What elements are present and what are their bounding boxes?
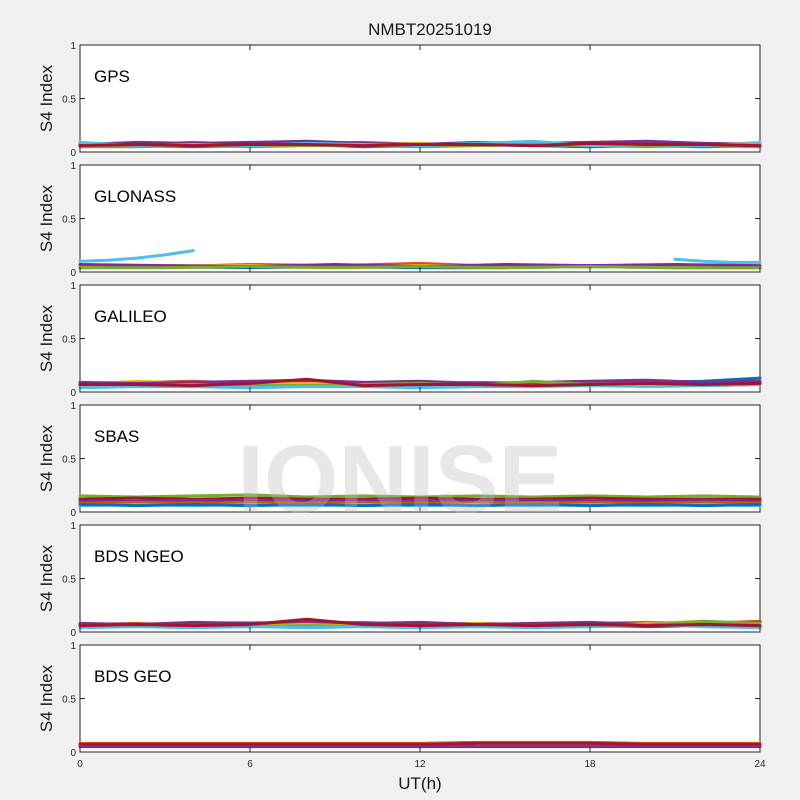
panel-label-bds-geo: BDS GEO	[94, 667, 171, 686]
plot-area-sbas	[79, 404, 761, 513]
panel-sbas: 0 0.5 1 SBAS S4 Index	[37, 401, 762, 519]
y-tick-label: 0	[70, 508, 76, 519]
x-tick-label: 0	[77, 759, 83, 770]
y-tick-label: 1	[70, 641, 76, 652]
y-tick-label: 1	[70, 401, 76, 412]
y-tick-label: 0.5	[62, 335, 76, 346]
panel-bds-geo: 0 0.5 1 BDS GEO S4 Index	[37, 641, 762, 759]
series-line-bds-geo-3	[78, 741, 762, 746]
series-line-sbas-3	[78, 498, 762, 503]
y-tick-label: 0.5	[62, 695, 76, 706]
y-axis-label-gps: S4 Index	[37, 64, 56, 132]
y-tick-label: 0	[70, 148, 76, 159]
series-line-glonass-2	[673, 257, 762, 264]
plot-area-bds-ngeo	[79, 524, 761, 633]
x-tick-label: 12	[414, 759, 426, 770]
y-tick-label: 1	[70, 521, 76, 532]
panel-galileo: 0 0.5 1 GALILEO S4 Index	[37, 281, 762, 399]
y-tick-label: 0	[70, 748, 76, 759]
plot-area-galileo	[79, 284, 761, 393]
y-tick-label: 0	[70, 268, 76, 279]
y-tick-label: 1	[70, 41, 76, 52]
x-axis: 0 6 12 18 24	[77, 759, 766, 770]
series-line-galileo-7	[78, 377, 762, 388]
plot-area-bds-geo	[79, 644, 761, 753]
y-tick-label: 0	[70, 628, 76, 639]
y-tick-label: 1	[70, 281, 76, 292]
panels-group: 0 0.5 1 GPS S4 Index 0 0.5 1 GLONASS S4 Index 0 0.5…	[37, 41, 762, 759]
panel-label-sbas: SBAS	[94, 427, 139, 446]
x-axis-label: UT(h)	[398, 774, 441, 793]
y-tick-label: 0.5	[62, 215, 76, 226]
panel-label-bds-ngeo: BDS NGEO	[94, 547, 184, 566]
x-tick-label: 6	[247, 759, 253, 770]
panel-gps: 0 0.5 1 GPS S4 Index	[37, 41, 762, 159]
series-line-galileo-4	[78, 378, 762, 385]
chart-title: NMBT20251019	[368, 20, 492, 39]
y-axis-label-bds-geo: S4 Index	[37, 664, 56, 732]
series-line-sbas-6	[78, 503, 762, 508]
x-tick-label: 24	[754, 759, 766, 770]
y-tick-label: 1	[70, 161, 76, 172]
y-axis-label-galileo: S4 Index	[37, 304, 56, 372]
y-tick-label: 0	[70, 388, 76, 399]
panel-label-glonass: GLONASS	[94, 187, 176, 206]
series-line-glonass-7	[78, 265, 762, 270]
y-axis-label-glonass: S4 Index	[37, 184, 56, 252]
series-line-bds-ngeo-7	[78, 617, 762, 628]
plot-area-gps	[79, 44, 761, 153]
series-line-glonass-1	[78, 249, 195, 263]
plot-area-glonass	[79, 164, 761, 273]
y-tick-label: 0.5	[62, 455, 76, 466]
series-line-gps-7	[78, 141, 762, 148]
panel-label-galileo: GALILEO	[94, 307, 167, 326]
panel-bds-ngeo: 0 0.5 1 BDS NGEO S4 Index	[37, 521, 762, 639]
panel-label-gps: GPS	[94, 67, 130, 86]
x-tick-label: 18	[584, 759, 596, 770]
y-axis-label-bds-ngeo: S4 Index	[37, 544, 56, 612]
y-tick-label: 0.5	[62, 95, 76, 106]
y-tick-label: 0.5	[62, 575, 76, 586]
y-axis-label-sbas: S4 Index	[37, 424, 56, 492]
panel-glonass: 0 0.5 1 GLONASS S4 Index	[37, 161, 762, 279]
